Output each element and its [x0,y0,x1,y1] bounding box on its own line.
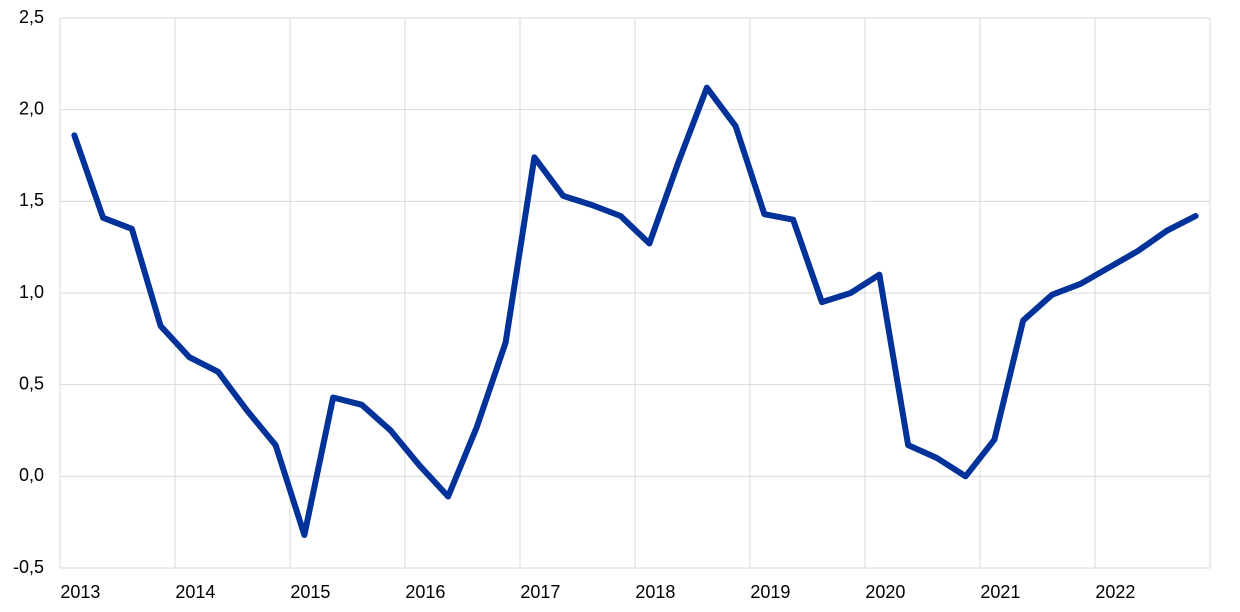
x-tick-label: 2016 [405,582,445,602]
x-tick-label: 2020 [865,582,905,602]
y-tick-label: 1,0 [19,282,44,302]
y-tick-label: 2,0 [19,98,44,118]
y-tick-label: 1,5 [19,190,44,210]
x-tick-label: 2019 [750,582,790,602]
x-tick-label: 2018 [635,582,675,602]
x-tick-label: 2015 [290,582,330,602]
y-tick-label: 0,5 [19,373,44,393]
y-tick-label: 2,5 [19,7,44,27]
y-tick-label: 0,0 [19,465,44,485]
y-tick-label: -0,5 [13,557,44,577]
x-tick-label: 2014 [175,582,215,602]
x-tick-label: 2017 [520,582,560,602]
x-tick-label: 2022 [1095,582,1135,602]
x-tick-label: 2021 [980,582,1020,602]
x-tick-label: 2013 [60,582,100,602]
line-series [71,84,1199,538]
